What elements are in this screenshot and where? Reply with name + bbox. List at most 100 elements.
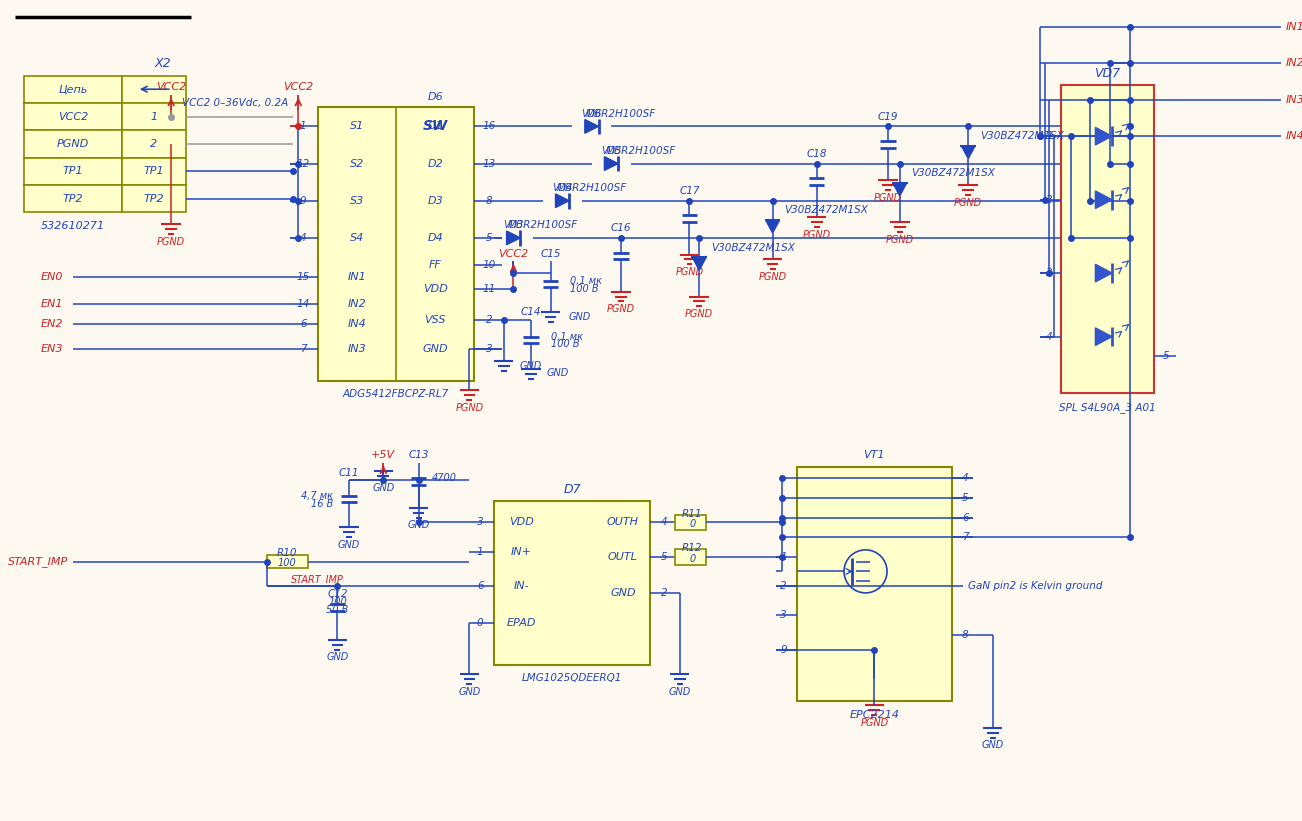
Text: 5: 5 bbox=[486, 233, 492, 243]
Text: 3: 3 bbox=[1046, 268, 1053, 278]
Bar bbox=[674, 515, 706, 530]
Text: 2: 2 bbox=[1046, 195, 1053, 204]
Text: IN-: IN- bbox=[513, 581, 529, 591]
Text: 1: 1 bbox=[299, 122, 306, 131]
Text: +5V: +5V bbox=[371, 450, 396, 460]
Text: IN1: IN1 bbox=[348, 272, 366, 282]
Text: 13: 13 bbox=[482, 158, 496, 168]
Text: VCC2: VCC2 bbox=[283, 82, 314, 92]
Text: R12: R12 bbox=[682, 543, 703, 553]
Text: V30BZ472M1SX: V30BZ472M1SX bbox=[784, 205, 868, 215]
Text: 3: 3 bbox=[477, 517, 483, 527]
Text: 5: 5 bbox=[962, 493, 969, 503]
Text: FF: FF bbox=[428, 260, 441, 270]
Bar bbox=[25, 103, 122, 131]
Bar bbox=[25, 185, 122, 213]
Polygon shape bbox=[506, 231, 521, 245]
Text: GaN pin2 is Kelvin ground: GaN pin2 is Kelvin ground bbox=[969, 581, 1103, 591]
Text: C15: C15 bbox=[540, 249, 561, 259]
Polygon shape bbox=[585, 120, 599, 133]
Text: GND: GND bbox=[458, 686, 480, 697]
Text: PGND: PGND bbox=[759, 272, 786, 282]
Text: VCC2: VCC2 bbox=[156, 82, 186, 92]
Text: C12: C12 bbox=[327, 589, 348, 599]
Text: 9: 9 bbox=[780, 644, 786, 654]
Text: 4,7 мк: 4,7 мк bbox=[302, 491, 333, 501]
Text: 6: 6 bbox=[299, 319, 306, 329]
Bar bbox=[267, 555, 309, 568]
Text: R11: R11 bbox=[682, 509, 703, 519]
Bar bbox=[797, 466, 952, 701]
Text: ADG5412FBCPZ-RL7: ADG5412FBCPZ-RL7 bbox=[342, 389, 449, 399]
Text: 1: 1 bbox=[150, 112, 158, 122]
Text: MBR2H100SF: MBR2H100SF bbox=[508, 220, 578, 230]
Text: 9: 9 bbox=[299, 195, 306, 206]
Text: VDD: VDD bbox=[423, 284, 448, 294]
Bar bbox=[122, 103, 186, 131]
Text: 11: 11 bbox=[482, 284, 496, 294]
Text: 100: 100 bbox=[328, 597, 346, 607]
Text: IN3: IN3 bbox=[348, 344, 366, 355]
Text: 3: 3 bbox=[780, 610, 786, 621]
Text: VD6: VD6 bbox=[582, 108, 602, 119]
Text: 2: 2 bbox=[660, 588, 668, 598]
Bar bbox=[122, 185, 186, 213]
Text: TP1: TP1 bbox=[143, 167, 164, 177]
Text: TP2: TP2 bbox=[143, 194, 164, 204]
Text: VD4: VD4 bbox=[552, 183, 573, 193]
Text: D2: D2 bbox=[427, 158, 443, 168]
Bar bbox=[318, 107, 474, 381]
Text: D4: D4 bbox=[427, 233, 443, 243]
Text: S2: S2 bbox=[350, 158, 365, 168]
Text: 100 В: 100 В bbox=[551, 338, 579, 348]
Text: C13: C13 bbox=[409, 450, 428, 460]
Text: 532610271: 532610271 bbox=[42, 221, 105, 232]
Text: GND: GND bbox=[372, 484, 395, 493]
Text: V30BZ472M1SX: V30BZ472M1SX bbox=[711, 243, 796, 253]
Text: 0,1 мк: 0,1 мк bbox=[551, 332, 582, 342]
Text: IN4: IN4 bbox=[348, 319, 366, 329]
Text: LMG1025QDEERQ1: LMG1025QDEERQ1 bbox=[522, 673, 622, 683]
Text: 10: 10 bbox=[482, 260, 496, 270]
Text: PGND: PGND bbox=[456, 403, 483, 413]
Text: C18: C18 bbox=[806, 149, 827, 158]
Text: 6: 6 bbox=[962, 512, 969, 523]
Text: PGND: PGND bbox=[874, 193, 902, 203]
Text: EN3: EN3 bbox=[42, 344, 64, 355]
Text: D7: D7 bbox=[564, 483, 581, 496]
Bar bbox=[25, 158, 122, 185]
Text: VCC2 0–36Vdc, 0.2A: VCC2 0–36Vdc, 0.2A bbox=[181, 98, 288, 108]
Text: C16: C16 bbox=[611, 223, 631, 233]
Text: 1: 1 bbox=[1046, 131, 1053, 141]
Text: 0: 0 bbox=[689, 520, 695, 530]
Text: 100 В: 100 В bbox=[570, 284, 599, 294]
Text: V30BZ472M1SX: V30BZ472M1SX bbox=[911, 168, 995, 178]
Text: GND: GND bbox=[547, 368, 569, 378]
Text: IN3: IN3 bbox=[1286, 95, 1302, 105]
Text: EPC2214: EPC2214 bbox=[849, 710, 900, 720]
Text: 50 В: 50 В bbox=[327, 604, 349, 615]
Text: 8: 8 bbox=[962, 630, 969, 640]
Bar bbox=[1061, 85, 1154, 393]
Text: EN0: EN0 bbox=[42, 272, 64, 282]
Bar bbox=[122, 131, 186, 158]
Text: 5: 5 bbox=[660, 552, 668, 562]
Text: 0: 0 bbox=[477, 618, 483, 628]
Polygon shape bbox=[693, 258, 706, 270]
Text: S4: S4 bbox=[350, 233, 365, 243]
Text: VCC2: VCC2 bbox=[59, 112, 89, 122]
Text: 7: 7 bbox=[962, 532, 969, 542]
Text: PGND: PGND bbox=[954, 198, 982, 208]
Text: PGND: PGND bbox=[802, 230, 831, 240]
Polygon shape bbox=[766, 220, 780, 233]
Text: EPAD: EPAD bbox=[506, 618, 536, 628]
Text: START_IMP: START_IMP bbox=[8, 556, 69, 567]
Text: IN4: IN4 bbox=[1286, 131, 1302, 141]
Bar bbox=[122, 158, 186, 185]
Text: PGND: PGND bbox=[607, 305, 635, 314]
Text: IN1: IN1 bbox=[1286, 21, 1302, 32]
Text: SW: SW bbox=[423, 119, 448, 133]
Text: GND: GND bbox=[519, 361, 542, 371]
Text: 2: 2 bbox=[780, 581, 786, 591]
Polygon shape bbox=[1095, 328, 1112, 346]
